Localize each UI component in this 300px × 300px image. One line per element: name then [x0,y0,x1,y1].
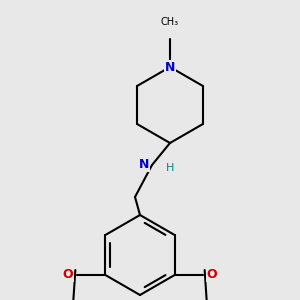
Text: O: O [207,268,217,281]
Text: H: H [166,163,174,173]
Text: N: N [139,158,149,172]
Text: N: N [165,61,175,74]
Text: CH₃: CH₃ [161,17,179,27]
Text: O: O [63,268,74,281]
